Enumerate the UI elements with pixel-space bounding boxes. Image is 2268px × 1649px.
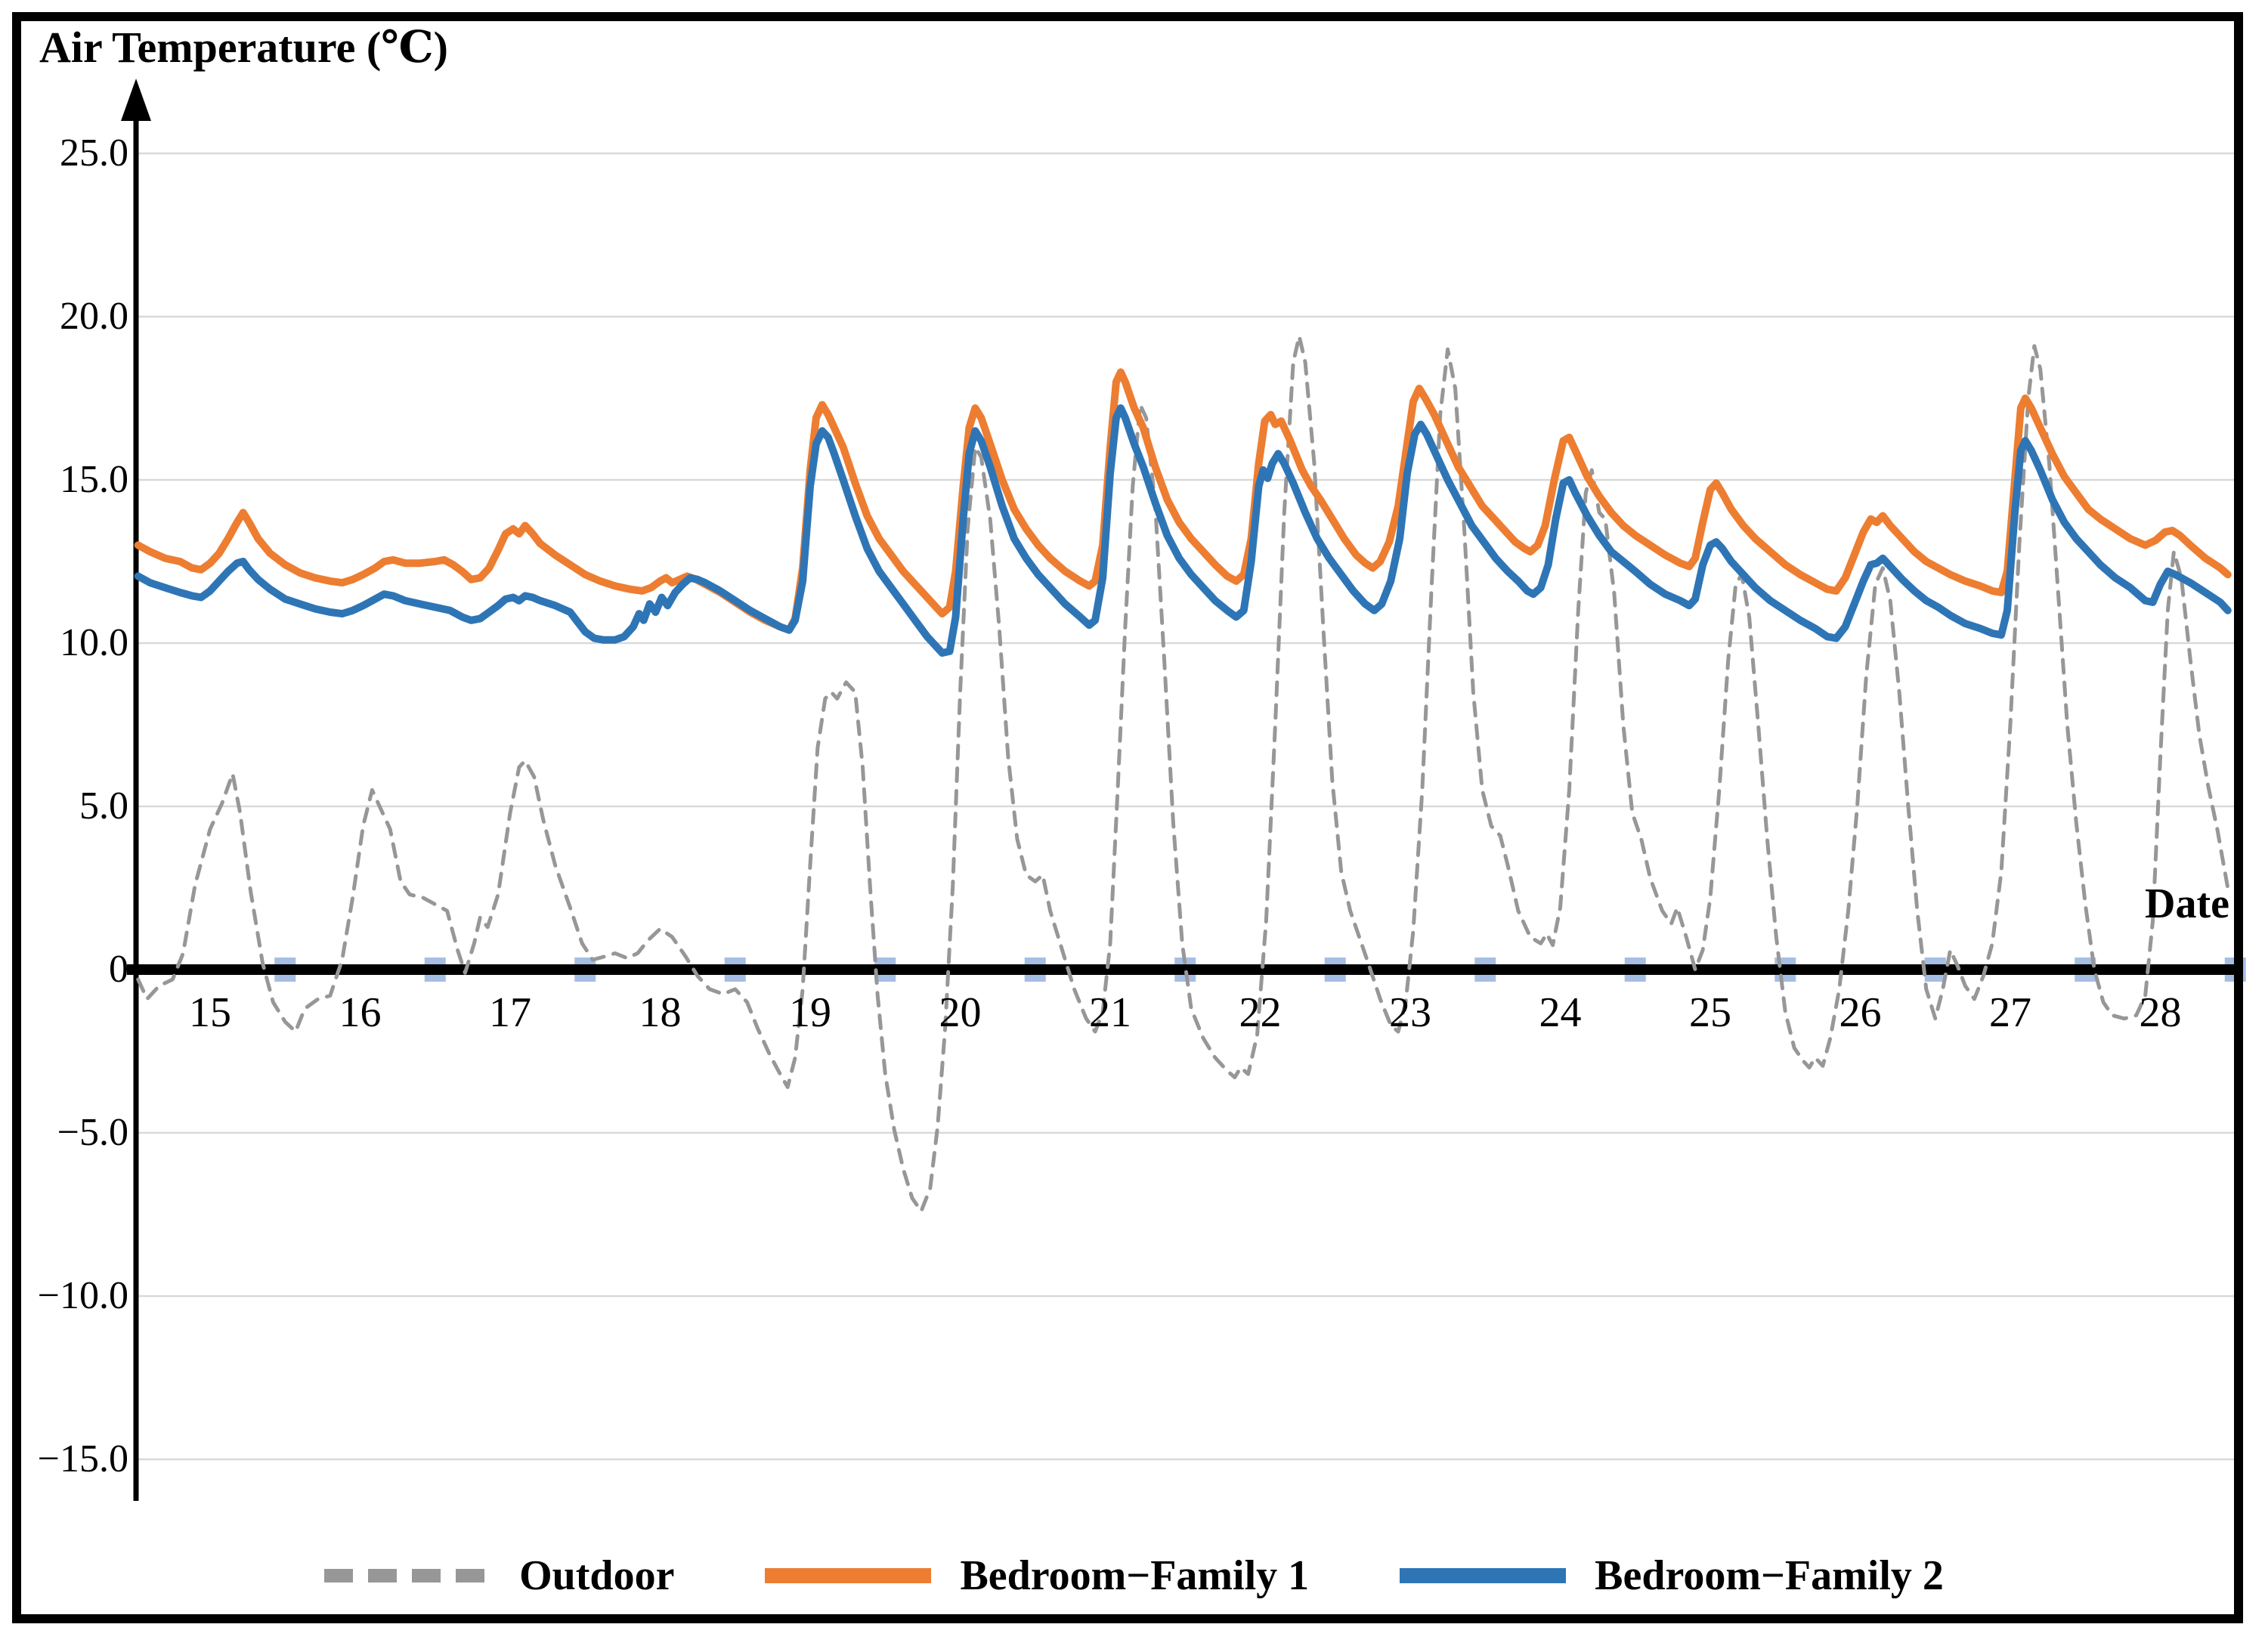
x-tick-label-20: 20 bbox=[939, 989, 982, 1036]
y-tick-label-5: 5.0 bbox=[79, 784, 128, 828]
outdoor-dashed-line-swatch bbox=[324, 1569, 491, 1582]
x-tick-label-25: 25 bbox=[1689, 989, 1731, 1036]
y-tick-label-10: 10.0 bbox=[60, 621, 128, 664]
y-tick-label--15: −15.0 bbox=[37, 1437, 128, 1480]
x-tick-label-18: 18 bbox=[639, 989, 682, 1036]
series-line-bedroom-family-2 bbox=[134, 404, 2232, 657]
series-line-outdoor bbox=[136, 334, 2230, 1214]
series-line-bedroom-family-1 bbox=[134, 368, 2232, 634]
x-tick-label-19: 19 bbox=[789, 989, 831, 1036]
y-tick-label-25: 25.0 bbox=[60, 131, 128, 175]
x-axis-title: Date bbox=[2145, 880, 2229, 927]
legend-label-family1: Bedroom−Family 1 bbox=[960, 1552, 1310, 1599]
y-tick-label-20: 20.0 bbox=[60, 295, 128, 338]
y-axis-arrowhead bbox=[121, 79, 151, 121]
family2-line-swatch bbox=[1400, 1568, 1567, 1583]
family1-line-swatch bbox=[765, 1568, 932, 1583]
y-tick-label-0: 0 bbox=[109, 948, 128, 991]
x-tick-label-27: 27 bbox=[1989, 989, 2031, 1036]
x-tick-label-15: 15 bbox=[189, 989, 231, 1036]
legend-label-family2: Bedroom−Family 2 bbox=[1595, 1552, 1944, 1599]
legend-item-family1: Bedroom−Family 1 bbox=[765, 1552, 1309, 1600]
x-tick-label-21: 21 bbox=[1089, 989, 1131, 1036]
legend-item-outdoor: Outdoor bbox=[324, 1552, 674, 1600]
y-tick-label--5: −5.0 bbox=[57, 1111, 128, 1154]
y-tick-label-15: 15.0 bbox=[60, 458, 128, 501]
legend-label-outdoor: Outdoor bbox=[519, 1552, 675, 1599]
x-tick-label-28: 28 bbox=[2139, 989, 2182, 1036]
x-tick-label-22: 22 bbox=[1239, 989, 1282, 1036]
x-tick-label-24: 24 bbox=[1539, 989, 1582, 1036]
x-tick-label-17: 17 bbox=[489, 989, 531, 1036]
y-tick-label--10: −10.0 bbox=[37, 1274, 128, 1317]
legend-item-family2: Bedroom−Family 2 bbox=[1400, 1552, 1944, 1600]
y-axis-title: Air Temperature (℃) bbox=[39, 23, 448, 72]
x-tick-label-26: 26 bbox=[1839, 989, 1882, 1036]
x-tick-label-16: 16 bbox=[339, 989, 382, 1036]
chart-legend: Outdoor Bedroom−Family 1 Bedroom−Family … bbox=[0, 1542, 2268, 1610]
x-tick-label-23: 23 bbox=[1389, 989, 1431, 1036]
